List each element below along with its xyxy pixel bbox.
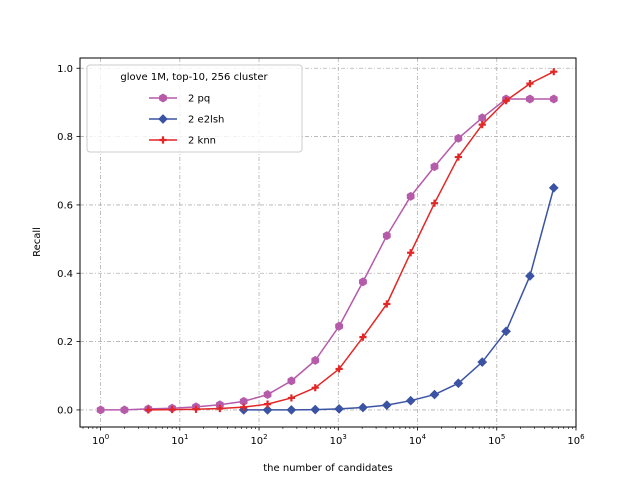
x-tick-exponent: 4 [422,433,427,441]
x-tick-exponent: 6 [580,433,585,441]
data-point [478,121,486,129]
y-tick-label: 1.0 [57,64,73,75]
data-point [548,182,559,193]
data-point [477,357,488,368]
data-point [96,405,105,415]
series-line [100,98,554,411]
data-point [262,404,273,415]
data-point [192,405,200,413]
data-point [168,405,176,414]
legend-item: 2 e2lsh [149,114,224,126]
plot-area [96,68,559,415]
data-point [406,191,415,201]
x-axis-label: the number of candidates [263,463,392,474]
x-tick-base: 10 [488,436,501,447]
data-point [549,94,558,104]
legend-item: 2 knn [149,136,216,147]
x-tick-exponent: 1 [184,433,188,441]
data-point [478,113,487,123]
series-2-knn [144,68,558,414]
x-tick-label: 106 [567,433,585,447]
data-point [120,405,129,415]
legend-marker [159,136,167,144]
data-point [311,384,319,392]
legend-box [86,64,303,153]
data-point [263,400,272,408]
data-point [239,396,248,406]
data-point [381,400,392,411]
data-point [287,394,295,402]
legend-marker [158,114,168,124]
data-point [526,80,534,88]
data-point [359,277,367,287]
data-point [407,249,415,257]
x-tick-label: 103 [330,433,347,447]
data-point [453,378,464,389]
data-point [429,389,440,400]
x-tick-label: 105 [488,433,505,447]
data-point [454,133,463,143]
data-point [240,403,248,411]
x-tick-base: 10 [330,436,343,447]
x-tick-base: 10 [567,436,580,447]
data-point [216,404,224,413]
x-tick-exponent: 0 [105,433,109,441]
data-point [144,406,152,414]
x-tick-base: 10 [92,436,105,447]
data-point [286,404,297,415]
legend-label: 2 e2lsh [188,115,224,126]
data-point [334,403,345,414]
data-point [454,153,462,161]
y-tick-label: 0.8 [57,132,73,143]
y-tick-label: 0.0 [57,405,73,416]
axes-frame [79,57,577,428]
x-tick-base: 10 [250,436,263,447]
data-point [502,97,510,105]
x-tick-base: 10 [409,436,422,447]
x-tick-exponent: 3 [342,433,346,441]
data-point [359,333,367,341]
data-point [263,390,272,400]
x-tick-label: 100 [92,433,109,447]
x-tick-label: 104 [409,433,427,447]
x-tick-exponent: 2 [263,433,267,441]
legend-label: 2 pq [188,94,210,105]
y-tick-label: 0.4 [57,269,73,280]
x-tick-base: 10 [171,436,184,447]
data-point [358,402,368,413]
data-point [501,326,512,337]
data-point [311,355,320,365]
data-point [405,395,416,406]
legend-title: glove 1M, top-10, 256 cluster [120,72,268,83]
data-point [215,400,224,410]
y-tick-label: 0.2 [57,337,73,348]
data-point [526,94,534,104]
data-point [430,162,439,172]
legend-item: 2 pq [149,94,210,105]
data-point [524,271,535,281]
data-point [310,404,321,415]
x-tick-label: 102 [250,433,267,447]
y-axis-label: Recall [32,227,43,257]
data-point [335,321,343,331]
data-point [383,300,391,308]
legend-label: 2 knn [188,136,216,147]
x-tick-exponent: 5 [501,433,505,441]
data-point [335,365,343,373]
legend-entries: 2 pq 2 e2lsh 2 knn [149,94,224,147]
x-axis: 100 101 102 103 104 105 106 [82,427,585,447]
legend-marker [159,93,167,103]
x-tick-label: 101 [171,433,188,447]
data-point [287,376,296,386]
y-axis: 0.0 0.2 0.4 0.6 0.8 1.0 [57,64,80,416]
data-point [550,68,558,76]
data-point [382,231,391,241]
data-point [430,199,439,207]
y-tick-label: 0.6 [57,200,73,211]
series-line [148,70,555,411]
legend: glove 1M, top-10, 256 cluster 2 pq 2 e2ls… [86,64,303,153]
series-2-e2lsh [238,182,559,415]
